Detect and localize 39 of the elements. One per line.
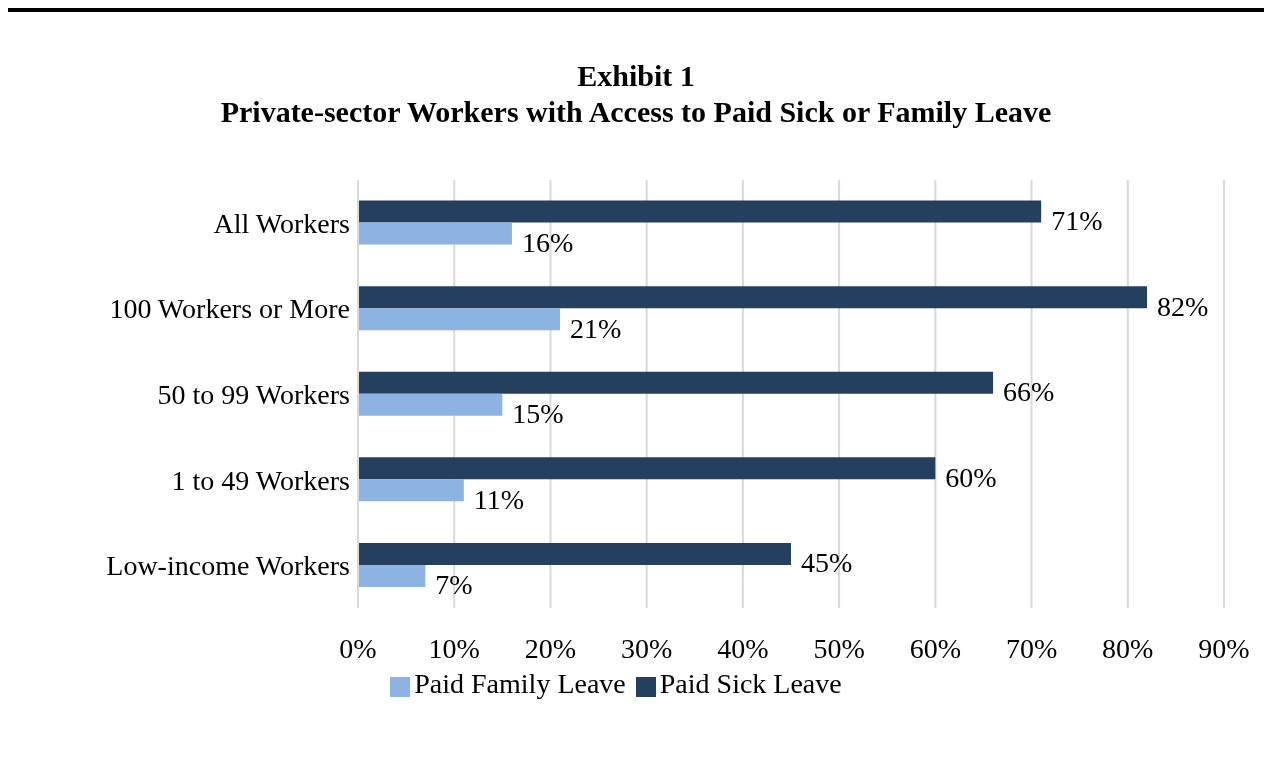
data-label: 60% [945, 461, 997, 493]
data-label: 16% [521, 226, 574, 258]
y-tick-label: 50 to 99 Workers [157, 378, 350, 410]
data-label: 7% [435, 569, 473, 601]
data-label: 11% [473, 483, 525, 515]
x-tick-label: 80% [1102, 632, 1154, 664]
x-tick-label: 90% [1198, 632, 1250, 664]
data-label: 15% [512, 398, 564, 430]
x-tick-label: 0% [339, 632, 377, 664]
bar [358, 457, 936, 480]
bar [358, 479, 464, 502]
x-tick-label: 60% [909, 632, 961, 664]
chart-title: Exhibit 1 [576, 58, 696, 94]
data-label: 82% [1157, 290, 1209, 322]
bar [358, 200, 1042, 223]
x-tick-label: 70% [1005, 632, 1058, 664]
legend-label: Paid Family Leave [414, 668, 626, 699]
y-tick-label: All Workers [213, 207, 350, 239]
x-tick-label: 40% [717, 632, 769, 664]
x-tick-label: 50% [813, 632, 865, 664]
x-tick-label: 20% [524, 632, 577, 664]
y-tick-label: 100 Workers or More [109, 293, 350, 325]
data-label: 71% [1051, 204, 1103, 236]
bar [358, 222, 512, 245]
bar [358, 286, 1148, 309]
data-label: 21% [570, 312, 622, 344]
bar [358, 564, 426, 587]
x-tick-label: 10% [428, 632, 480, 664]
legend-label: Paid Sick Leave [659, 668, 842, 699]
bar [358, 393, 503, 416]
bar [358, 371, 994, 394]
chart-subtitle: Private-sector Workers with Access to Paid Sick or Family Leave [219, 94, 1053, 130]
x-tick-label: 30% [621, 632, 673, 664]
data-label: 66% [1003, 376, 1055, 408]
data-label: 45% [801, 547, 853, 579]
y-tick-label: 1 to 49 Workers [171, 464, 350, 496]
bar [358, 542, 791, 565]
y-tick-label: Low-income Workers [106, 550, 350, 582]
bar [358, 308, 561, 331]
